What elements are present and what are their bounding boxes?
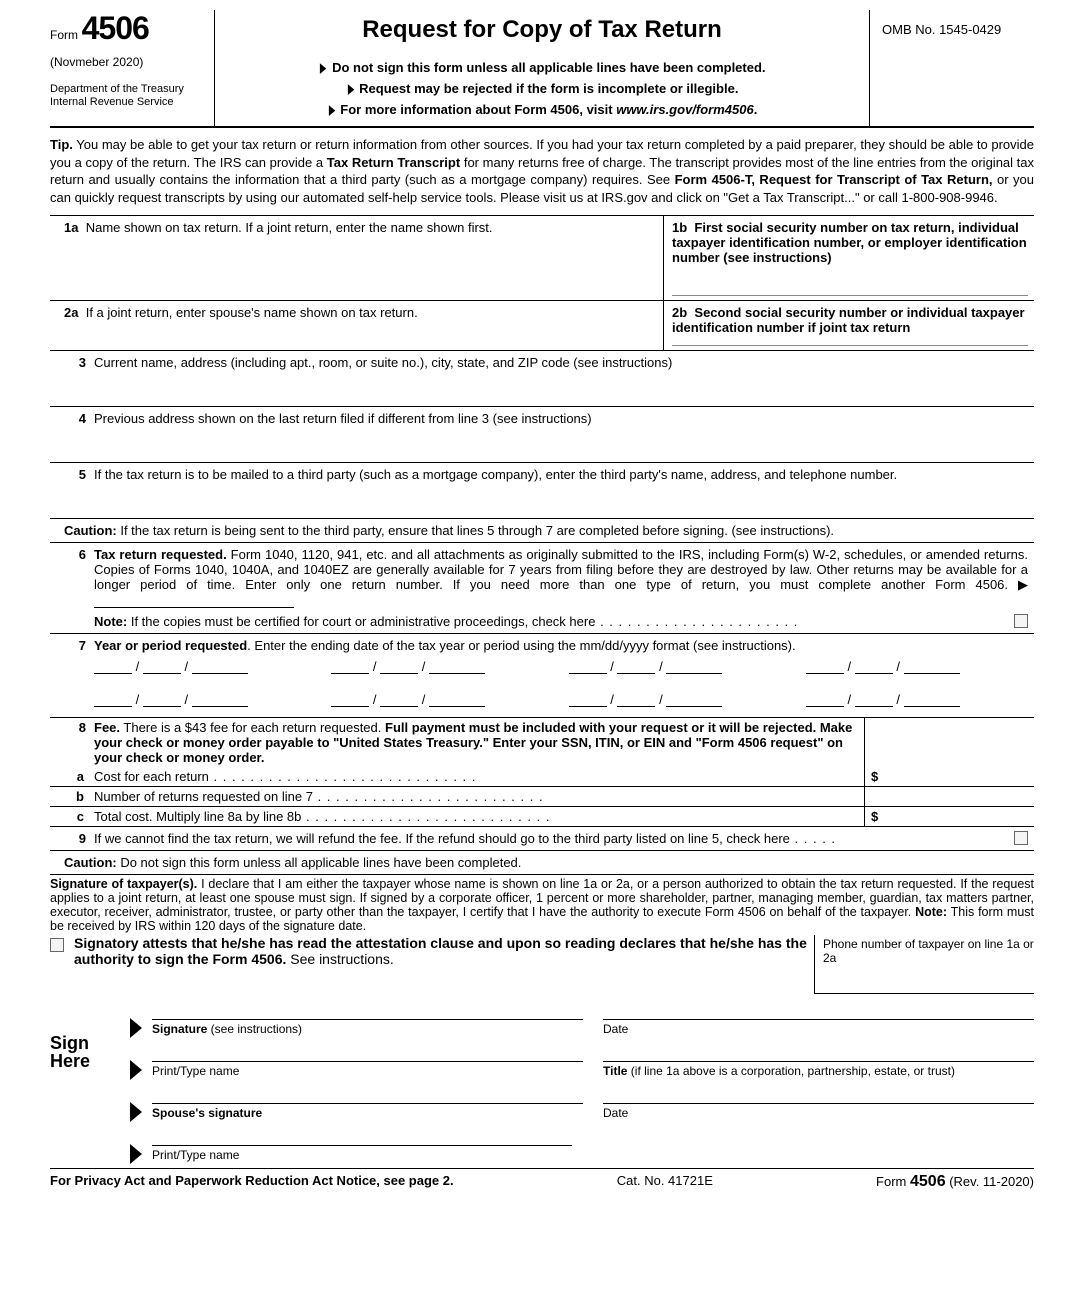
- line-1b-cell[interactable]: 1b First social security number on tax r…: [664, 216, 1034, 300]
- line-1-row: 1a Name shown on tax return. If a joint …: [50, 216, 1034, 301]
- date-input-8[interactable]: / /: [806, 692, 960, 707]
- form-number: 4506: [82, 10, 149, 46]
- triangle-icon: [130, 1144, 142, 1164]
- form-4506-page: Form 4506 (Novmeber 2020) Department of …: [0, 0, 1084, 1211]
- instruction-3-link: www.irs.gov/form4506: [616, 102, 754, 117]
- line-4-label: Previous address shown on the last retur…: [94, 411, 592, 426]
- instruction-2: Request may be rejected if the form is i…: [359, 81, 738, 96]
- line-2a-cell[interactable]: 2a If a joint return, enter spouse's nam…: [50, 301, 664, 350]
- line-1a-label: Name shown on tax return. If a joint ret…: [86, 220, 493, 235]
- line-8a-amount[interactable]: $: [864, 767, 1034, 786]
- line-8c-row: cTotal cost. Multiply line 8a by line 8b…: [50, 807, 1034, 827]
- form-revision-date: (Novmeber 2020): [50, 55, 204, 69]
- line-2b-label: Second social security number or individ…: [672, 305, 1025, 335]
- line-6-row: 6 Tax return requested. Form 1040, 1120,…: [50, 543, 1034, 610]
- form-footer: For Privacy Act and Paperwork Reduction …: [50, 1168, 1034, 1191]
- signature-field[interactable]: Signature (see instructions): [152, 1019, 583, 1036]
- dept-irs: Internal Revenue Service: [50, 96, 204, 109]
- spouse-date-field[interactable]: Date: [603, 1103, 1034, 1120]
- line-3-row[interactable]: 3Current name, address (including apt., …: [50, 351, 1034, 407]
- line-2b-cell[interactable]: 2b Second social security number or indi…: [664, 301, 1034, 350]
- line-1b-label: First social security number on tax retu…: [672, 220, 1027, 265]
- date-input-2[interactable]: / /: [331, 659, 485, 674]
- line-6-input[interactable]: [94, 594, 294, 608]
- caution-1: Caution: If the tax return is being sent…: [50, 519, 1034, 543]
- omb-number: OMB No. 1545-0429: [869, 10, 1034, 126]
- spouse-print-name-field[interactable]: Print/Type name: [152, 1145, 572, 1162]
- line-8b-amount[interactable]: [864, 787, 1034, 806]
- tip-label: Tip.: [50, 137, 73, 152]
- line-9-row: 9If we cannot find the tax return, we wi…: [50, 827, 1034, 851]
- line-8c-amount[interactable]: $: [864, 807, 1034, 826]
- attestation-row: Signatory attests that he/she has read t…: [50, 935, 1034, 994]
- date-input-6[interactable]: / /: [331, 692, 485, 707]
- date-input-4[interactable]: / /: [806, 659, 960, 674]
- attestation-checkbox[interactable]: [50, 938, 64, 952]
- tip-block: Tip. You may be able to get your tax ret…: [50, 128, 1034, 215]
- instruction-3-prefix: For more information about Form 4506, vi…: [340, 102, 616, 117]
- line-2a-label: If a joint return, enter spouse's name s…: [86, 305, 418, 320]
- footer-right: Form 4506 (Rev. 11-2020): [876, 1173, 1034, 1191]
- triangle-icon: [130, 1102, 142, 1122]
- line-9-checkbox[interactable]: [1014, 831, 1028, 845]
- header-center: Request for Copy of Tax Return ▶ Do not …: [215, 10, 869, 126]
- dept-treasury: Department of the Treasury: [50, 83, 204, 96]
- triangle-icon: [130, 1060, 142, 1080]
- phone-number-field[interactable]: Phone number of taxpayer on line 1a or 2…: [814, 935, 1034, 994]
- form-header: Form 4506 (Novmeber 2020) Department of …: [50, 10, 1034, 128]
- line-5-row[interactable]: 5If the tax return is to be mailed to a …: [50, 463, 1034, 519]
- line-8a-row: aCost for each return $: [50, 767, 1034, 787]
- sign-here-label: SignHere: [50, 994, 130, 1168]
- signature-declaration: Signature of taxpayer(s). I declare that…: [50, 875, 1034, 935]
- title-field[interactable]: Title (if line 1a above is a corporation…: [603, 1061, 1034, 1078]
- footer-center: Cat. No. 41721E: [617, 1173, 713, 1191]
- signature-date-field[interactable]: Date: [603, 1019, 1034, 1036]
- line-8-header: 8 Fee. There is a $43 fee for each retur…: [50, 718, 1034, 767]
- certified-checkbox[interactable]: [1014, 614, 1028, 628]
- header-instructions: ▶ Do not sign this form unless all appli…: [225, 58, 859, 120]
- date-input-7[interactable]: / /: [569, 692, 723, 707]
- spouse-signature-field[interactable]: Spouse's signature: [152, 1103, 583, 1120]
- line-5-label: If the tax return is to be mailed to a t…: [94, 467, 897, 482]
- line-7-row: 7Year or period requested. Enter the end…: [50, 634, 1034, 718]
- line-6-text: Form 1040, 1120, 941, etc. and all attac…: [94, 547, 1028, 592]
- footer-left: For Privacy Act and Paperwork Reduction …: [50, 1173, 454, 1191]
- caution-2: Caution: Do not sign this form unless al…: [50, 851, 1034, 875]
- date-input-1[interactable]: / /: [94, 659, 248, 674]
- form-word: Form: [50, 28, 78, 42]
- line-8b-row: bNumber of returns requested on line 7: [50, 787, 1034, 807]
- line-2-row: 2a If a joint return, enter spouse's nam…: [50, 301, 1034, 351]
- line-4-row[interactable]: 4Previous address shown on the last retu…: [50, 407, 1034, 463]
- line-1a-cell[interactable]: 1a Name shown on tax return. If a joint …: [50, 216, 664, 300]
- date-input-3[interactable]: / /: [569, 659, 723, 674]
- header-left: Form 4506 (Novmeber 2020) Department of …: [50, 10, 215, 126]
- date-input-5[interactable]: / /: [94, 692, 248, 707]
- line-3-label: Current name, address (including apt., r…: [94, 355, 672, 370]
- instruction-1: Do not sign this form unless all applica…: [332, 60, 765, 75]
- sign-here-block: SignHere Signature (see instructions) Da…: [50, 994, 1034, 1168]
- triangle-icon: [130, 1018, 142, 1038]
- form-title: Request for Copy of Tax Return: [225, 16, 859, 44]
- print-name-field[interactable]: Print/Type name: [152, 1061, 583, 1078]
- line-6-note: Note: If the copies must be certified fo…: [50, 610, 1034, 634]
